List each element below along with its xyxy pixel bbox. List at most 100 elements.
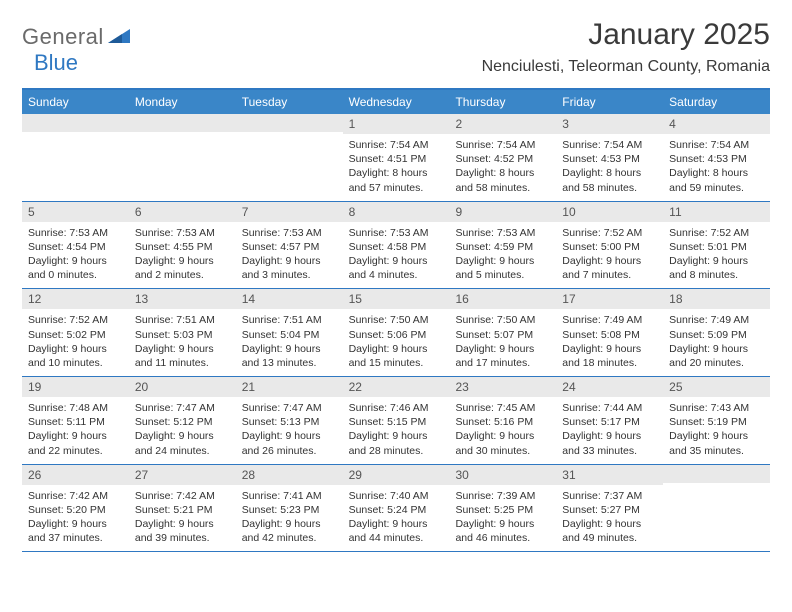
sunrise: Sunrise: 7:54 AM [669, 138, 764, 152]
daylight-2: and 22 minutes. [28, 444, 123, 458]
day-details: Sunrise: 7:54 AMSunset: 4:53 PMDaylight:… [663, 134, 770, 201]
day-details: Sunrise: 7:54 AMSunset: 4:51 PMDaylight:… [343, 134, 450, 201]
calendar-page: General January 2025 Nenciulesti, Teleor… [0, 0, 792, 612]
day-cell: 20Sunrise: 7:47 AMSunset: 5:12 PMDayligh… [129, 377, 236, 464]
day-number: 6 [129, 202, 236, 222]
day-number: 13 [129, 289, 236, 309]
day-number: 17 [556, 289, 663, 309]
day-number: 1 [343, 114, 450, 134]
sunrise: Sunrise: 7:50 AM [455, 313, 550, 327]
daylight-2: and 49 minutes. [562, 531, 657, 545]
daylight-1: Daylight: 9 hours [135, 254, 230, 268]
day-number: 12 [22, 289, 129, 309]
day-details: Sunrise: 7:53 AMSunset: 4:59 PMDaylight:… [449, 222, 556, 289]
day-number [236, 114, 343, 132]
week-row: 19Sunrise: 7:48 AMSunset: 5:11 PMDayligh… [22, 377, 770, 465]
day-number: 29 [343, 465, 450, 485]
daylight-2: and 58 minutes. [562, 181, 657, 195]
daylight-2: and 59 minutes. [669, 181, 764, 195]
day-details: Sunrise: 7:53 AMSunset: 4:54 PMDaylight:… [22, 222, 129, 289]
day-details: Sunrise: 7:54 AMSunset: 4:53 PMDaylight:… [556, 134, 663, 201]
dow-tuesday: Tuesday [236, 90, 343, 114]
day-details: Sunrise: 7:41 AMSunset: 5:23 PMDaylight:… [236, 485, 343, 552]
day-cell: 31Sunrise: 7:37 AMSunset: 5:27 PMDayligh… [556, 465, 663, 552]
day-cell: 6Sunrise: 7:53 AMSunset: 4:55 PMDaylight… [129, 202, 236, 289]
sunset: Sunset: 5:24 PM [349, 503, 444, 517]
day-details: Sunrise: 7:43 AMSunset: 5:19 PMDaylight:… [663, 397, 770, 464]
sunset: Sunset: 5:27 PM [562, 503, 657, 517]
sunrise: Sunrise: 7:51 AM [135, 313, 230, 327]
day-cell: 23Sunrise: 7:45 AMSunset: 5:16 PMDayligh… [449, 377, 556, 464]
sunrise: Sunrise: 7:41 AM [242, 489, 337, 503]
dow-sunday: Sunday [22, 90, 129, 114]
day-cell: 21Sunrise: 7:47 AMSunset: 5:13 PMDayligh… [236, 377, 343, 464]
week-row: 26Sunrise: 7:42 AMSunset: 5:20 PMDayligh… [22, 465, 770, 553]
daylight-2: and 33 minutes. [562, 444, 657, 458]
daylight-1: Daylight: 9 hours [135, 429, 230, 443]
daylight-1: Daylight: 9 hours [562, 429, 657, 443]
day-details: Sunrise: 7:52 AMSunset: 5:01 PMDaylight:… [663, 222, 770, 289]
day-details: Sunrise: 7:37 AMSunset: 5:27 PMDaylight:… [556, 485, 663, 552]
day-cell [236, 114, 343, 201]
daylight-2: and 42 minutes. [242, 531, 337, 545]
day-number [129, 114, 236, 132]
day-number: 4 [663, 114, 770, 134]
sunrise: Sunrise: 7:40 AM [349, 489, 444, 503]
daylight-1: Daylight: 9 hours [562, 342, 657, 356]
sunset: Sunset: 4:53 PM [669, 152, 764, 166]
day-details: Sunrise: 7:49 AMSunset: 5:09 PMDaylight:… [663, 309, 770, 376]
day-cell: 1Sunrise: 7:54 AMSunset: 4:51 PMDaylight… [343, 114, 450, 201]
day-cell: 5Sunrise: 7:53 AMSunset: 4:54 PMDaylight… [22, 202, 129, 289]
sunset: Sunset: 5:08 PM [562, 328, 657, 342]
sunset: Sunset: 5:16 PM [455, 415, 550, 429]
day-number: 24 [556, 377, 663, 397]
day-number: 10 [556, 202, 663, 222]
daylight-2: and 30 minutes. [455, 444, 550, 458]
daylight-2: and 20 minutes. [669, 356, 764, 370]
sunrise: Sunrise: 7:53 AM [28, 226, 123, 240]
daylight-2: and 24 minutes. [135, 444, 230, 458]
day-number: 11 [663, 202, 770, 222]
sunset: Sunset: 5:15 PM [349, 415, 444, 429]
daylight-2: and 39 minutes. [135, 531, 230, 545]
day-number: 30 [449, 465, 556, 485]
day-details: Sunrise: 7:52 AMSunset: 5:00 PMDaylight:… [556, 222, 663, 289]
day-cell [129, 114, 236, 201]
daylight-2: and 7 minutes. [562, 268, 657, 282]
day-number: 31 [556, 465, 663, 485]
day-cell: 12Sunrise: 7:52 AMSunset: 5:02 PMDayligh… [22, 289, 129, 376]
sunrise: Sunrise: 7:46 AM [349, 401, 444, 415]
logo-word-1: General [22, 24, 104, 50]
sunset: Sunset: 4:51 PM [349, 152, 444, 166]
daylight-2: and 35 minutes. [669, 444, 764, 458]
daylight-1: Daylight: 9 hours [349, 254, 444, 268]
day-cell: 28Sunrise: 7:41 AMSunset: 5:23 PMDayligh… [236, 465, 343, 552]
day-cell: 4Sunrise: 7:54 AMSunset: 4:53 PMDaylight… [663, 114, 770, 201]
daylight-1: Daylight: 9 hours [455, 254, 550, 268]
daylight-2: and 8 minutes. [669, 268, 764, 282]
daylight-1: Daylight: 9 hours [562, 254, 657, 268]
day-details: Sunrise: 7:53 AMSunset: 4:58 PMDaylight:… [343, 222, 450, 289]
day-cell: 18Sunrise: 7:49 AMSunset: 5:09 PMDayligh… [663, 289, 770, 376]
day-cell: 3Sunrise: 7:54 AMSunset: 4:53 PMDaylight… [556, 114, 663, 201]
day-cell: 17Sunrise: 7:49 AMSunset: 5:08 PMDayligh… [556, 289, 663, 376]
daylight-2: and 17 minutes. [455, 356, 550, 370]
day-details: Sunrise: 7:42 AMSunset: 5:20 PMDaylight:… [22, 485, 129, 552]
day-number: 23 [449, 377, 556, 397]
daylight-1: Daylight: 9 hours [562, 517, 657, 531]
daylight-1: Daylight: 9 hours [242, 254, 337, 268]
sunrise: Sunrise: 7:50 AM [349, 313, 444, 327]
daylight-2: and 15 minutes. [349, 356, 444, 370]
day-cell: 19Sunrise: 7:48 AMSunset: 5:11 PMDayligh… [22, 377, 129, 464]
day-number: 28 [236, 465, 343, 485]
daylight-1: Daylight: 9 hours [455, 429, 550, 443]
dow-saturday: Saturday [663, 90, 770, 114]
daylight-2: and 57 minutes. [349, 181, 444, 195]
day-details: Sunrise: 7:46 AMSunset: 5:15 PMDaylight:… [343, 397, 450, 464]
sunset: Sunset: 5:11 PM [28, 415, 123, 429]
daylight-1: Daylight: 9 hours [455, 517, 550, 531]
day-cell: 13Sunrise: 7:51 AMSunset: 5:03 PMDayligh… [129, 289, 236, 376]
day-cell: 16Sunrise: 7:50 AMSunset: 5:07 PMDayligh… [449, 289, 556, 376]
day-cell: 8Sunrise: 7:53 AMSunset: 4:58 PMDaylight… [343, 202, 450, 289]
sunset: Sunset: 5:02 PM [28, 328, 123, 342]
